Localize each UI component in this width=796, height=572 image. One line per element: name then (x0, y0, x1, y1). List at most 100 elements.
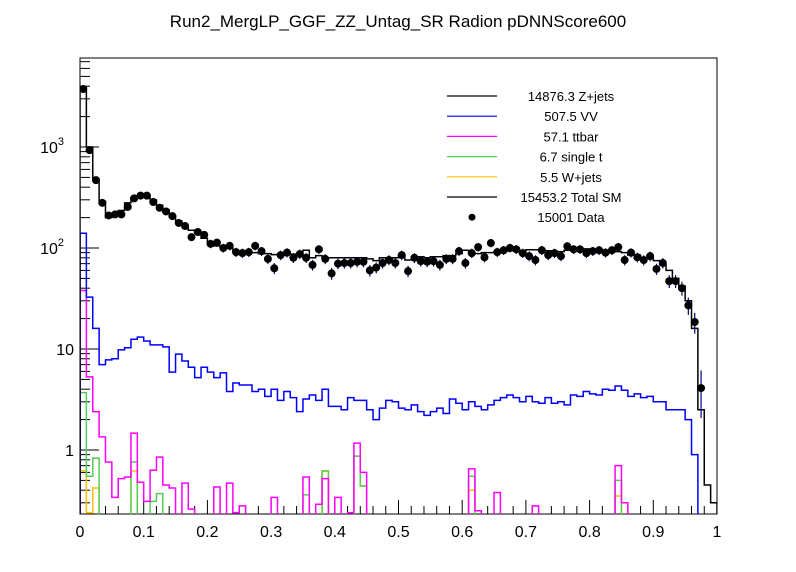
data-point (563, 242, 572, 251)
data-point (658, 259, 667, 268)
data-point (416, 257, 425, 266)
data-point (270, 264, 279, 273)
x-tick-label: 0.9 (642, 524, 664, 541)
x-tick-label: 1 (713, 524, 722, 541)
data-point (423, 257, 432, 266)
data-point (365, 266, 374, 275)
data-point (404, 267, 413, 276)
data-point (80, 85, 88, 94)
data-point (251, 241, 260, 250)
data-point (620, 256, 629, 265)
data-point (429, 257, 438, 266)
axes: 0 0.1 0.2 0.3 0.4 0.5 0.6 0.7 0.8 0.9 1 1 10 102 103 (40, 61, 722, 541)
data-point (168, 212, 177, 221)
plot-frame (79, 57, 718, 515)
data-point (263, 254, 272, 263)
data-point (525, 252, 534, 261)
data-point (314, 245, 323, 254)
data-point (448, 254, 457, 263)
data-point (677, 284, 686, 293)
y-tick-label: 103 (40, 136, 64, 157)
data-point (295, 250, 304, 259)
data-point (474, 243, 483, 252)
y-tick-label: 102 (40, 237, 64, 258)
legend-label: 507.5 VV (544, 109, 598, 124)
data-point (671, 277, 680, 286)
data-point (225, 241, 234, 250)
data-point (397, 251, 406, 260)
x-tick-label: 0.7 (515, 524, 537, 541)
data-point (378, 259, 387, 268)
legend-label: 57.1 ttbar (544, 129, 600, 144)
data-point (136, 191, 145, 200)
legend-label: 5.5 W+jets (540, 170, 602, 185)
data-point (556, 252, 565, 261)
data-point (238, 249, 247, 258)
data-point (601, 248, 610, 257)
x-tick-label: 0 (76, 524, 85, 541)
data-point (595, 246, 604, 255)
data-point (537, 246, 546, 255)
data-point (117, 210, 126, 219)
data-point (111, 210, 120, 219)
data-point (333, 259, 342, 268)
data-points (80, 85, 706, 418)
data-point (130, 194, 139, 203)
data-point (283, 248, 292, 257)
x-tick-label: 0.3 (260, 524, 282, 541)
data-point (98, 198, 107, 207)
data-point (91, 176, 100, 185)
x-tick-label: 0.8 (578, 524, 600, 541)
data-point (697, 384, 706, 393)
data-point (308, 260, 317, 269)
data-point (353, 257, 362, 266)
legend-label: 15453.2 Total SM (521, 190, 622, 205)
data-point (550, 249, 559, 258)
data-point (161, 207, 170, 216)
data-point (569, 245, 578, 254)
data-point (486, 239, 495, 248)
legend: 14876.3 Z+jets 507.5 VV 57.1 ttbar 6.7 sing… (447, 89, 621, 225)
data-point (646, 252, 655, 261)
x-tick-label: 0.5 (387, 524, 409, 541)
data-point (391, 259, 400, 268)
y-tick-label: 10 (56, 342, 74, 359)
data-point (690, 318, 699, 327)
data-point (582, 249, 591, 258)
data-point (276, 251, 285, 260)
data-point (614, 243, 623, 252)
legend-label: 15001 Data (537, 210, 605, 225)
data-point (181, 222, 190, 231)
data-point (257, 247, 266, 256)
legend-label: 14876.3 Z+jets (528, 89, 615, 104)
x-tick-label: 0.1 (133, 524, 155, 541)
data-point (518, 249, 527, 258)
data-point (212, 238, 221, 247)
data-point (142, 191, 151, 200)
data-point (244, 248, 253, 257)
data-point (123, 202, 132, 211)
x-tick-label: 0.2 (196, 524, 218, 541)
data-point (155, 203, 164, 212)
data-point (187, 233, 196, 242)
series-total-sm-line (80, 86, 717, 514)
data-point (232, 248, 241, 257)
data-point (321, 254, 330, 263)
data-point (512, 245, 521, 254)
data-point (531, 256, 540, 265)
data-point (480, 253, 489, 262)
y-tick-label: 1 (65, 443, 74, 460)
series-group (80, 86, 717, 514)
legend-marker (468, 213, 476, 221)
chart-title: Run2_MergLP_GGF_ZZ_Untag_SR Radion pDNNS… (170, 12, 626, 31)
data-point (302, 253, 311, 262)
data-point (340, 259, 349, 268)
data-point (174, 218, 183, 227)
legend-label: 6.7 single t (540, 150, 603, 165)
data-point (149, 198, 158, 207)
data-point (588, 247, 597, 256)
data-point (493, 248, 502, 257)
data-point (576, 245, 585, 254)
data-point (200, 230, 209, 239)
